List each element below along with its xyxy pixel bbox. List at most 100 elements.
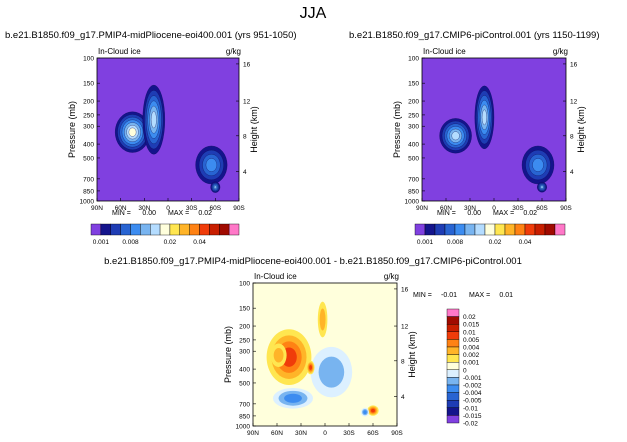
min-value: 0.00 (142, 210, 156, 217)
contour-level (451, 131, 460, 141)
y-right-tick-label: 8 (401, 358, 405, 365)
colorbar-box (444, 223, 456, 236)
x-tick-label: 60N (440, 205, 452, 212)
y-tick-label: 200 (408, 99, 419, 106)
colorbar-box (446, 331, 460, 340)
x-tick-label: 0 (323, 430, 327, 437)
y-tick-label: 250 (408, 112, 419, 119)
colorbar-label: 0.008 (122, 239, 139, 246)
y-right-tick-label: 12 (570, 99, 578, 106)
colorbar-label: -0.015 (463, 413, 482, 420)
y-tick-label: 850 (408, 188, 419, 195)
units-label: g/kg (226, 47, 241, 56)
x-tick-label: 30N (295, 430, 307, 437)
colorbar-box (446, 316, 460, 325)
y-right-tick-label: 16 (570, 61, 578, 68)
max-label: MAX = (493, 210, 514, 217)
x-tick-label: 60N (115, 205, 127, 212)
contour-level (540, 185, 544, 189)
colorbar-label: 0.005 (463, 337, 480, 344)
colorbar-box (159, 223, 171, 236)
colorbar-box (446, 415, 460, 424)
y-tick-label: 400 (239, 367, 250, 374)
colorbar-label: -0.004 (463, 390, 482, 397)
colorbar-box (446, 400, 460, 409)
contour-level (319, 308, 326, 331)
x-tick-label: 0 (166, 205, 170, 212)
colorbar-label: 0 (463, 367, 467, 374)
colorbar-box (446, 384, 460, 393)
x-tick-label: 60N (271, 430, 283, 437)
colorbar-box (446, 407, 460, 416)
min-label: MIN = (437, 210, 456, 217)
colorbar-box (534, 223, 546, 236)
colorbar-label: 0.004 (463, 345, 480, 352)
colorbar-box (524, 223, 536, 236)
y-tick-label: 200 (239, 324, 250, 331)
x-tick-label: 30S (186, 205, 198, 212)
contour-level (532, 158, 544, 172)
colorbar-label: 0.02 (463, 314, 476, 321)
colorbar-box (474, 223, 486, 236)
colorbar-box (544, 223, 556, 236)
colorbar-box (446, 377, 460, 386)
colorbar-box (504, 223, 516, 236)
panel-3: b.e21.B1850.f09_g17.PMIP4-midPliocene-eo… (104, 256, 522, 437)
y-tick-label: 1000 (80, 199, 95, 206)
colorbar-label: 0.01 (463, 329, 476, 336)
colorbar-label: 0.001 (463, 360, 480, 367)
y-tick-label: 1000 (236, 424, 251, 431)
field-contours (266, 301, 379, 417)
y-right-tick-label: 4 (401, 394, 405, 401)
contour-level (363, 410, 367, 415)
y-axis-label: Pressure (mb) (223, 326, 233, 383)
y-tick-label: 1000 (405, 199, 420, 206)
colorbar-label: 0.001 (93, 239, 110, 246)
figure-title: JJA (300, 5, 327, 22)
colorbar-label: -0.001 (463, 375, 482, 382)
colorbar-label: 0.002 (463, 352, 480, 359)
y-tick-label: 150 (239, 306, 250, 313)
max-value: 0.02 (198, 210, 212, 217)
y-tick-label: 300 (239, 349, 250, 356)
colorbar-label: -0.005 (463, 398, 482, 405)
x-tick-label: 60S (210, 205, 222, 212)
y-right-tick-label: 4 (570, 169, 574, 176)
colorbar-box (209, 223, 220, 236)
y-tick-label: 400 (408, 142, 419, 149)
y-tick-label: 700 (239, 401, 250, 408)
x-tick-label: 90S (560, 205, 572, 212)
x-tick-label: 90N (91, 205, 103, 212)
y-tick-label: 500 (83, 155, 94, 162)
colorbar-label: 0.001 (417, 239, 434, 246)
contour-level (150, 111, 157, 129)
contour-level (213, 185, 217, 189)
y-tick-label: 400 (83, 142, 94, 149)
min-label: MIN = (112, 210, 131, 217)
panel-2: b.e21.B1850.f09_g17.CMIP6-piControl.001 … (349, 30, 600, 246)
contour-level (273, 347, 284, 363)
max-value: 0.02 (523, 210, 537, 217)
contour-level (318, 356, 345, 388)
colorbar-label: 0.04 (193, 239, 206, 246)
colorbar-box (446, 339, 460, 348)
field-contours (114, 84, 228, 193)
colorbar-box (446, 324, 460, 333)
field-contours (439, 85, 555, 193)
y-tick-label: 100 (83, 56, 94, 63)
x-tick-label: 30N (138, 205, 150, 212)
colorbar-box (169, 223, 181, 236)
contour-level (371, 408, 375, 413)
x-tick-label: 30S (512, 205, 524, 212)
colorbar-box (464, 223, 476, 236)
colorbar-box (120, 223, 131, 236)
colorbar-box (179, 223, 190, 236)
x-tick-label: 90S (233, 205, 245, 212)
colorbar-box (514, 223, 526, 236)
panel-title: b.e21.B1850.f09_g17.PMIP4-midPliocene-eo… (104, 256, 522, 267)
contour-level (284, 393, 302, 403)
panel-title: b.e21.B1850.f09_g17.CMIP6-piControl.001 … (349, 30, 600, 41)
colorbar-box (100, 223, 111, 236)
colorbar-box (446, 362, 460, 371)
x-tick-label: 90N (416, 205, 428, 212)
